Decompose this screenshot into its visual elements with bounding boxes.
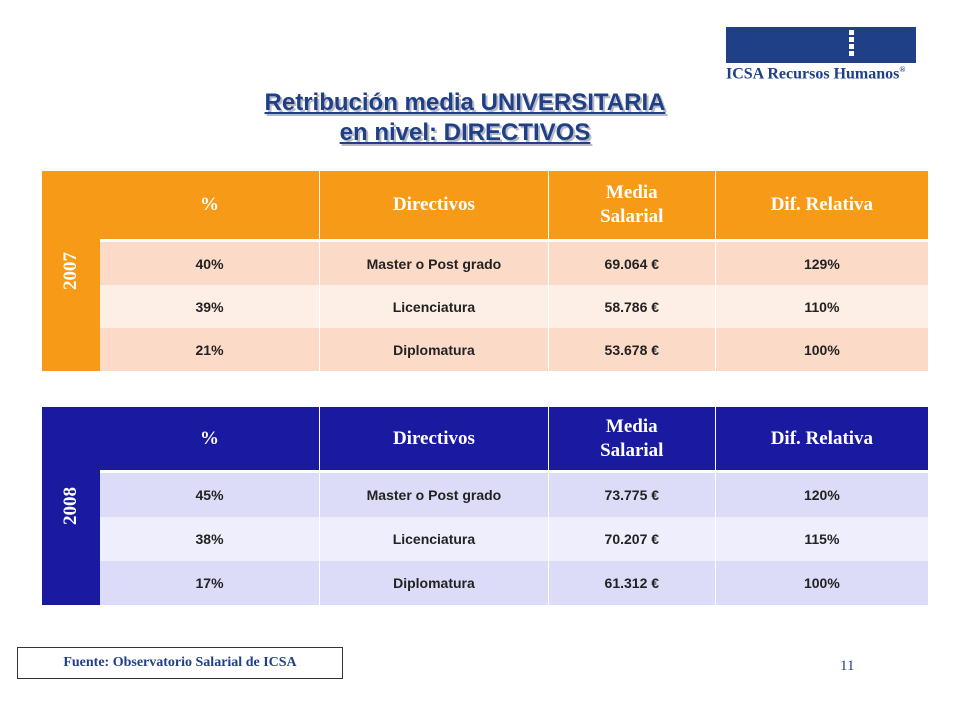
header-media-salarial: Media Salarial [547,407,716,472]
year-label-2008: 2008 [60,487,81,525]
cell-dif-relativa: 115% [714,517,928,561]
table-2007: 2007 % Directivos Media Salarial Dif. Re… [42,171,928,371]
cell-percent: 39% [100,285,320,328]
icsa-logo: ICSA Recursos Humanos® [726,27,916,87]
cell-media-salarial: 61.312 € [547,561,716,605]
header-media-salarial: Media Salarial [547,171,716,241]
cell-directivos: Master o Post grado [319,471,549,517]
cell-percent: 45% [100,471,320,517]
cell-percent: 17% [100,561,320,605]
header-percent: % [100,407,320,472]
cell-percent: 40% [100,240,320,285]
cell-dif-relativa: 100% [714,561,928,605]
cell-media-salarial: 73.775 € [547,471,716,517]
source-note: Fuente: Observatorio Salarial de ICSA [17,647,343,679]
cell-dif-relativa: 120% [714,471,928,517]
title-line-2: en nivel: DIRECTIVOS [339,119,591,146]
cell-directivos: Diplomatura [319,328,549,371]
salary-table-2008: % Directivos Media Salarial Dif. Relativ… [100,407,928,605]
page-title: Retribución media UNIVERSITARIA en nivel… [0,88,930,148]
logo-text: ICSA Recursos Humanos® [726,65,906,83]
cell-dif-relativa: 100% [714,328,928,371]
table-row: 40% Master o Post grado 69.064 € 129% [100,240,928,285]
cell-media-salarial: 53.678 € [547,328,716,371]
cell-directivos: Diplomatura [319,561,549,605]
page-number: 11 [840,658,855,674]
table-row: 38% Licenciatura 70.207 € 115% [100,517,928,561]
table-header-row: % Directivos Media Salarial Dif. Relativ… [100,407,928,472]
cell-directivos: Licenciatura [319,517,549,561]
table-row: 21% Diplomatura 53.678 € 100% [100,328,928,371]
cell-media-salarial: 70.207 € [547,517,716,561]
table-row: 39% Licenciatura 58.786 € 110% [100,285,928,328]
header-percent: % [100,171,320,241]
cell-percent: 21% [100,328,320,371]
year-column-2008: 2008 [42,407,100,605]
header-dif-relativa: Dif. Relativa [714,407,928,472]
header-dif-relativa: Dif. Relativa [714,171,928,241]
salary-table-2007: % Directivos Media Salarial Dif. Relativ… [100,171,928,371]
year-label-2007: 2007 [60,252,81,290]
year-column-2007: 2007 [42,171,100,371]
table-header-row: % Directivos Media Salarial Dif. Relativ… [100,171,928,241]
table-2008: 2008 % Directivos Media Salarial Dif. Re… [42,407,928,605]
cell-media-salarial: 69.064 € [547,240,716,285]
cell-dif-relativa: 110% [714,285,928,328]
logo-dots-icon [846,30,856,60]
logo-bar [726,27,916,63]
table-row: 17% Diplomatura 61.312 € 100% [100,561,928,605]
cell-directivos: Master o Post grado [319,240,549,285]
title-line-1: Retribución media UNIVERSITARIA [264,89,666,116]
header-directivos: Directivos [319,171,549,241]
header-directivos: Directivos [319,407,549,472]
cell-media-salarial: 58.786 € [547,285,716,328]
cell-dif-relativa: 129% [714,240,928,285]
table-row: 45% Master o Post grado 73.775 € 120% [100,471,928,517]
cell-percent: 38% [100,517,320,561]
cell-directivos: Licenciatura [319,285,549,328]
